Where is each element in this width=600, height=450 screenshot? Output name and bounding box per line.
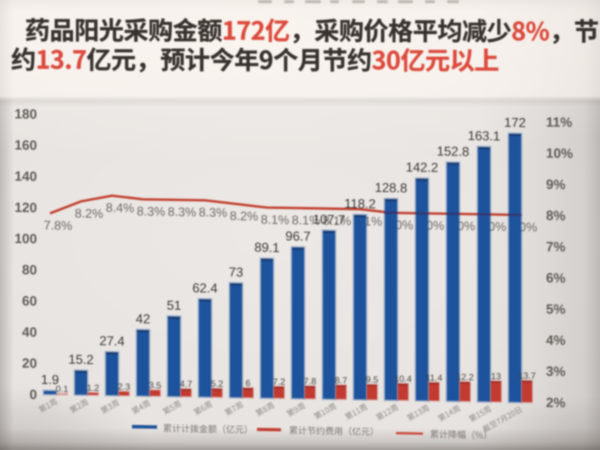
svg-text:8.1%: 8.1%: [292, 213, 320, 227]
svg-text:51: 51: [167, 298, 181, 313]
svg-text:8%: 8%: [546, 208, 566, 223]
svg-text:163.1: 163.1: [468, 128, 501, 144]
svg-text:107.7: 107.7: [313, 212, 346, 228]
svg-text:120: 120: [14, 200, 37, 215]
svg-text:11.4: 11.4: [426, 373, 443, 383]
svg-text:0.1: 0.1: [56, 384, 69, 394]
svg-text:89.1: 89.1: [254, 240, 279, 255]
svg-text:6%: 6%: [546, 270, 566, 285]
svg-text:7%: 7%: [546, 239, 566, 254]
svg-text:172: 172: [504, 115, 526, 130]
svg-text:27.4: 27.4: [99, 333, 124, 348]
svg-text:13.7: 13.7: [518, 371, 536, 381]
svg-text:7.8%: 7.8%: [44, 218, 72, 232]
svg-text:80: 80: [22, 262, 37, 277]
svg-text:11%: 11%: [546, 115, 572, 130]
svg-text:62.4: 62.4: [192, 280, 217, 295]
svg-text:8.7: 8.7: [335, 375, 348, 385]
svg-text:6: 6: [245, 378, 250, 388]
svg-text:15.2: 15.2: [68, 352, 93, 367]
svg-text:7.8: 7.8: [304, 376, 317, 386]
svg-text:180: 180: [14, 106, 37, 121]
svg-text:1.9: 1.9: [41, 372, 59, 387]
svg-text:8.1%: 8.1%: [323, 214, 351, 228]
svg-text:2%: 2%: [546, 395, 566, 410]
svg-text:3.5: 3.5: [149, 380, 162, 390]
svg-text:9.5: 9.5: [366, 375, 379, 385]
svg-text:9%: 9%: [546, 177, 566, 192]
svg-text:100: 100: [14, 231, 37, 246]
svg-text:20: 20: [22, 356, 37, 371]
svg-text:96.7: 96.7: [285, 228, 310, 243]
svg-text:8.3%: 8.3%: [168, 205, 196, 219]
svg-text:73: 73: [229, 264, 243, 279]
svg-text:4.7: 4.7: [180, 379, 193, 389]
svg-text:8.4%: 8.4%: [106, 201, 134, 215]
svg-text:152.8: 152.8: [437, 144, 470, 160]
svg-text:5.2: 5.2: [211, 379, 224, 389]
svg-text:1.2: 1.2: [87, 383, 100, 393]
svg-text:10%: 10%: [546, 146, 573, 161]
svg-text:128.8: 128.8: [375, 180, 408, 196]
svg-text:42: 42: [136, 311, 150, 326]
svg-text:12.2: 12.2: [456, 372, 474, 382]
svg-text:8.2%: 8.2%: [75, 206, 103, 220]
svg-text:10.4: 10.4: [394, 374, 412, 384]
svg-text:2.3: 2.3: [118, 382, 131, 392]
svg-text:8.3%: 8.3%: [199, 205, 227, 219]
svg-text:0: 0: [29, 387, 37, 402]
svg-text:142.2: 142.2: [406, 160, 439, 176]
svg-text:8.3%: 8.3%: [137, 204, 165, 218]
svg-text:140: 140: [14, 169, 37, 184]
svg-text:3%: 3%: [546, 364, 566, 379]
svg-text:160: 160: [14, 138, 37, 153]
svg-text:60: 60: [22, 293, 37, 308]
svg-text:4%: 4%: [546, 333, 566, 348]
svg-text:40: 40: [22, 325, 37, 340]
svg-text:7.2: 7.2: [273, 377, 286, 387]
svg-text:5%: 5%: [546, 301, 566, 316]
svg-text:118.2: 118.2: [344, 196, 376, 212]
svg-text:13: 13: [491, 371, 501, 381]
svg-text:8.2%: 8.2%: [230, 209, 258, 223]
svg-text:8.1%: 8.1%: [261, 213, 289, 227]
